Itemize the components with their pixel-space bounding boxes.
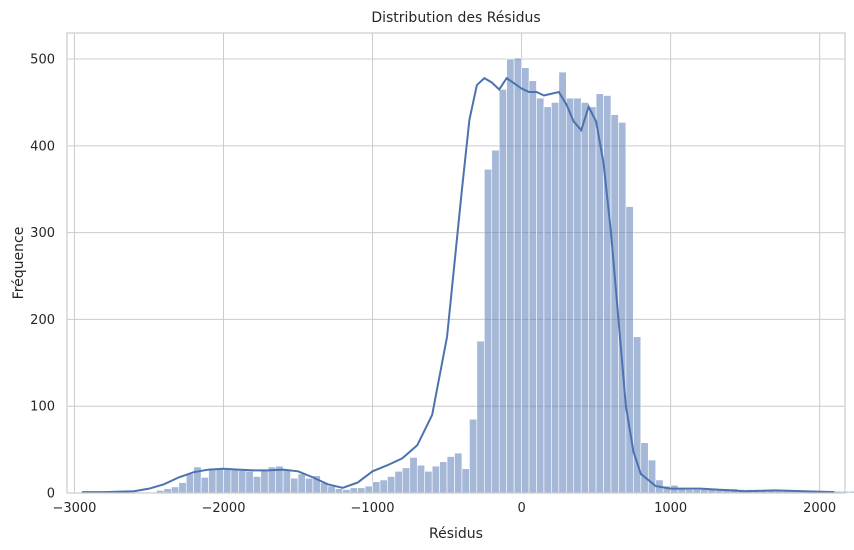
y-tick-label: 200 [30, 313, 55, 328]
y-axis-ticks: 0 100 200 300 400 500 [30, 53, 55, 502]
histogram-bar [245, 471, 254, 494]
y-tick-label: 100 [30, 400, 55, 415]
histogram-bar [305, 477, 314, 494]
histogram-bar [498, 89, 507, 494]
histogram-bar [372, 481, 381, 494]
histogram-bar [230, 469, 239, 494]
histogram-bar [573, 97, 582, 494]
histogram-bar [491, 149, 500, 494]
histogram-bar [208, 469, 217, 494]
y-tick-label: 400 [30, 139, 55, 154]
histogram-bar [416, 464, 426, 494]
histogram-bar [521, 67, 530, 494]
x-tick-label: −2000 [202, 501, 246, 516]
x-tick-label: 1000 [654, 501, 687, 516]
histogram-bar [394, 471, 403, 494]
histogram-bar [223, 469, 232, 494]
x-axis-label: Résidus [429, 526, 483, 542]
histogram-bar [446, 456, 455, 494]
histogram-bar [528, 80, 537, 494]
histogram-bar [334, 488, 344, 494]
histogram-bar [536, 97, 545, 494]
histogram-bar [588, 106, 597, 494]
histogram-bar [171, 486, 180, 494]
histogram-bar [513, 57, 522, 494]
histogram-bar [260, 469, 269, 494]
histogram-bar [185, 473, 194, 494]
histogram-bar [282, 469, 291, 494]
histogram-bar [178, 482, 187, 494]
grid [67, 33, 845, 494]
histogram-bar [364, 485, 373, 494]
x-tick-label: −1000 [351, 501, 395, 516]
histogram-bar [238, 470, 247, 494]
histogram-bar [253, 476, 262, 494]
histogram-bar [580, 102, 589, 494]
histogram-bar [461, 468, 470, 494]
histogram-bar [543, 106, 552, 494]
histogram-bar [409, 457, 418, 494]
histogram-bar [163, 488, 172, 494]
histogram-bar [647, 459, 657, 494]
histogram-bar [290, 477, 299, 494]
histogram-bar [424, 471, 433, 494]
histogram-bar [565, 97, 575, 494]
histogram-bar [603, 95, 612, 494]
histogram-bar [849, 490, 854, 494]
histogram-bar [506, 58, 515, 494]
x-axis-ticks: −3000 −2000 −1000 0 1000 2000 [52, 501, 836, 516]
histogram-bar [387, 476, 396, 494]
histogram-bar [439, 461, 448, 494]
x-tick-label: −3000 [52, 501, 96, 516]
histogram-bar [357, 487, 366, 494]
histogram-bar [297, 473, 306, 494]
histogram-bar [469, 418, 478, 494]
histogram-bars [81, 57, 854, 494]
histogram-bar [640, 442, 649, 494]
plot-frame [66, 32, 846, 494]
histogram-bar [551, 102, 560, 494]
histogram-bar [402, 467, 411, 494]
kde-line [81, 76, 835, 494]
histogram-bar [431, 465, 440, 494]
chart-title: Distribution des Résidus [371, 10, 540, 26]
histogram-bar [349, 487, 358, 494]
histogram-bar [379, 479, 388, 494]
y-axis-label: Fréquence [11, 227, 27, 300]
histogram-bar [327, 485, 336, 494]
histogram-bar [454, 452, 463, 494]
kde-layer [81, 76, 835, 494]
histogram-bar [476, 340, 485, 494]
x-tick-label: 0 [517, 501, 525, 516]
histogram-bar [484, 168, 493, 494]
y-tick-label: 300 [30, 226, 55, 241]
histogram-bar [558, 71, 567, 494]
y-tick-label: 500 [30, 53, 55, 68]
histogram-bar [618, 122, 627, 494]
histogram-bar [200, 477, 209, 494]
x-tick-label: 2000 [803, 501, 836, 516]
histogram-bar [215, 468, 224, 494]
y-tick-label: 0 [47, 487, 55, 502]
